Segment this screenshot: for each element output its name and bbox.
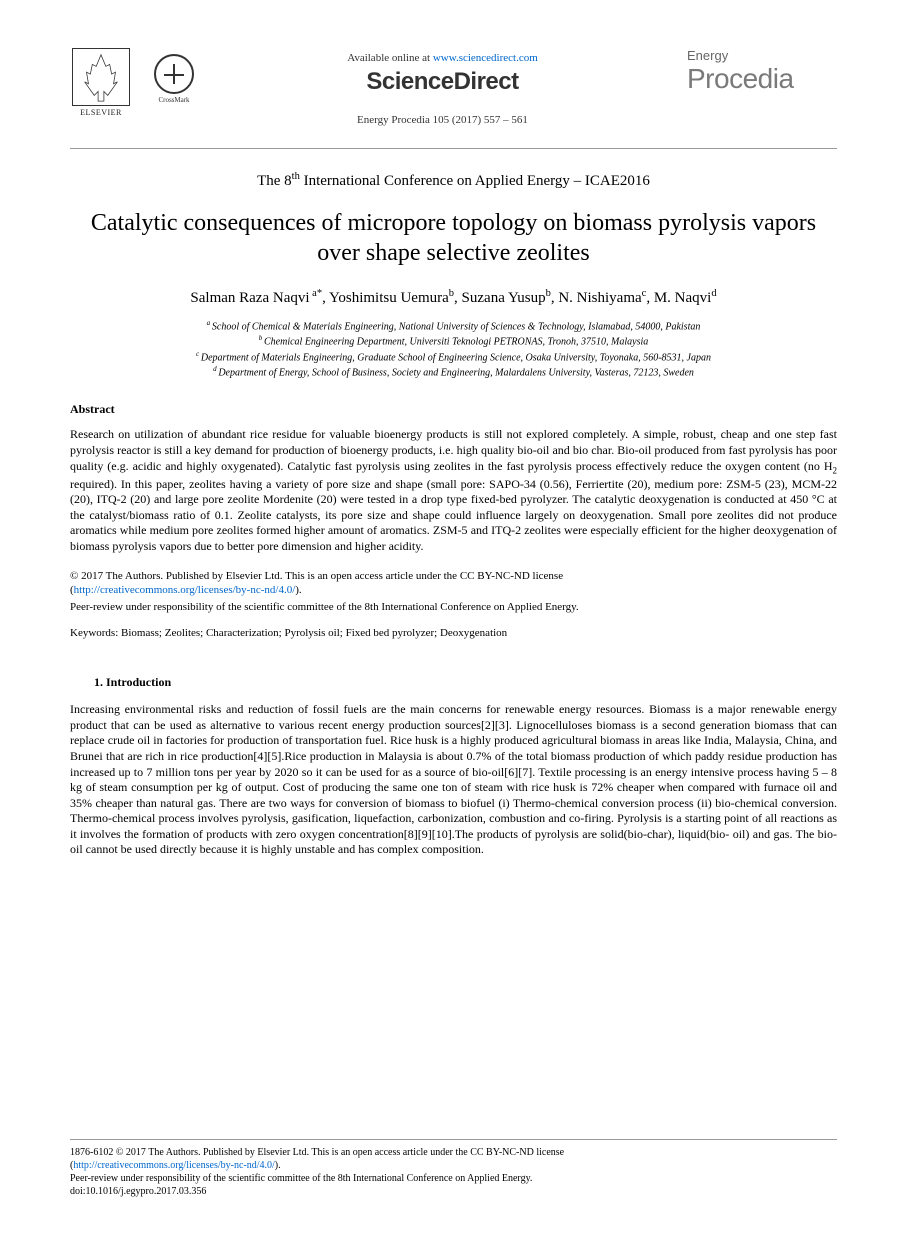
abstract-sub-h2: 2 xyxy=(833,465,838,475)
abstract-body: Research on utilization of abundant rice… xyxy=(70,427,837,554)
footer-link-line: (http://creativecommons.org/licenses/by-… xyxy=(70,1159,837,1172)
footer-line1: 1876-6102 © 2017 The Authors. Published … xyxy=(70,1146,837,1159)
author-2-sup: b xyxy=(449,288,454,299)
available-link[interactable]: www.sciencedirect.com xyxy=(433,52,538,64)
elsevier-logo: ELSEVIER xyxy=(70,48,132,120)
peer-review: Peer-review under responsibility of the … xyxy=(70,601,837,613)
author-2: Yoshimitsu Uemura xyxy=(329,290,449,306)
left-logos: ELSEVIER CrossMark xyxy=(70,48,198,120)
author-3-sup: b xyxy=(546,288,551,299)
author-5-sup: d xyxy=(711,288,716,299)
journal-small: Energy xyxy=(687,48,837,63)
header-row: ELSEVIER CrossMark Available online at w… xyxy=(70,48,837,138)
keywords: Keywords: Biomass; Zeolites; Characteriz… xyxy=(70,627,837,639)
copyright-line1: © 2017 The Authors. Published by Elsevie… xyxy=(70,569,837,583)
conference-line: The 8th International Conference on Appl… xyxy=(70,171,837,190)
copyright-block: © 2017 The Authors. Published by Elsevie… xyxy=(70,569,837,598)
header-divider xyxy=(70,148,837,149)
footer-doi: doi:10.1016/j.egypro.2017.03.356 xyxy=(70,1185,837,1198)
affil-d: d Department of Energy, School of Busine… xyxy=(70,365,837,380)
affil-a: a School of Chemical & Materials Enginee… xyxy=(70,319,837,334)
abstract-part2: required). In this paper, zeolites havin… xyxy=(70,477,837,553)
footer-peer: Peer-review under responsibility of the … xyxy=(70,1172,837,1185)
footer-cc-link[interactable]: http://creativecommons.org/licenses/by-n… xyxy=(73,1160,274,1171)
copyright-link-line: (http://creativecommons.org/licenses/by-… xyxy=(70,583,837,597)
section-1-body: Increasing environmental risks and reduc… xyxy=(70,702,837,858)
footer-text: 1876-6102 © 2017 The Authors. Published … xyxy=(70,1146,837,1198)
conference-rest: International Conference on Applied Ener… xyxy=(300,173,650,189)
sciencedirect-logo: ScienceDirect xyxy=(198,68,687,96)
cc-license-link[interactable]: http://creativecommons.org/licenses/by-n… xyxy=(74,584,296,596)
journal-logo: Energy Procedia xyxy=(687,48,837,95)
crossmark-icon xyxy=(154,54,194,94)
keywords-text: Biomass; Zeolites; Characterization; Pyr… xyxy=(121,627,507,639)
elsevier-label: ELSEVIER xyxy=(80,108,122,117)
citation: Energy Procedia 105 (2017) 557 – 561 xyxy=(198,114,687,126)
abstract-part1: Research on utilization of abundant rice… xyxy=(70,427,837,472)
affiliations: a School of Chemical & Materials Enginee… xyxy=(70,319,837,380)
author-4: N. Nishiyama xyxy=(558,290,641,306)
elsevier-tree-icon xyxy=(72,48,130,106)
authors: Salman Raza Naqvi a*, Yoshimitsu Uemurab… xyxy=(70,288,837,307)
footer-divider xyxy=(70,1139,837,1140)
affil-b: b Chemical Engineering Department, Unive… xyxy=(70,334,837,349)
affil-c: c Department of Materials Engineering, G… xyxy=(70,350,837,365)
author-1: Salman Raza Naqvi xyxy=(190,290,309,306)
author-4-sup: c xyxy=(642,288,647,299)
author-5: M. Naqvi xyxy=(654,290,712,306)
crossmark-label: CrossMark xyxy=(158,96,189,104)
available-prefix: Available online at xyxy=(347,52,433,64)
conference-prefix: The 8 xyxy=(257,173,292,189)
crossmark-logo[interactable]: CrossMark xyxy=(150,54,198,114)
conference-sup: th xyxy=(292,171,300,182)
available-online: Available online at www.sciencedirect.co… xyxy=(198,52,687,64)
paper-title: Catalytic consequences of micropore topo… xyxy=(70,208,837,268)
author-3: Suzana Yusup xyxy=(462,290,546,306)
abstract-heading: Abstract xyxy=(70,402,837,417)
center-header: Available online at www.sciencedirect.co… xyxy=(198,48,687,138)
section-1-heading: 1. Introduction xyxy=(94,675,837,690)
author-1-sup: a* xyxy=(310,288,323,299)
footer: 1876-6102 © 2017 The Authors. Published … xyxy=(70,1139,837,1198)
keywords-label: Keywords: xyxy=(70,627,121,639)
journal-large: Procedia xyxy=(687,63,837,95)
